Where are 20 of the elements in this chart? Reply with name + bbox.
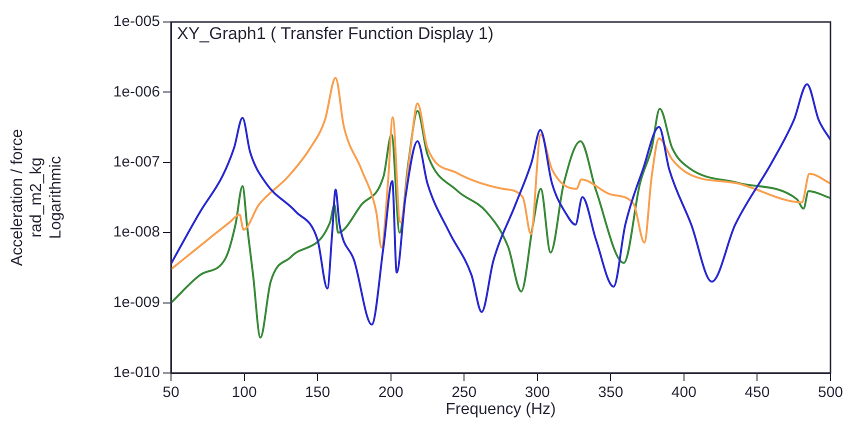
x-tick-label: 500 bbox=[818, 384, 843, 402]
chart-title: XY_Graph1 ( Transfer Function Display 1) bbox=[177, 24, 494, 44]
x-tick-label: 150 bbox=[305, 384, 330, 402]
line-series bbox=[171, 76, 830, 270]
y-tick-label: 1e-007 bbox=[113, 154, 160, 171]
y-tick-label: 1e-010 bbox=[113, 364, 160, 382]
x-tick-label: 250 bbox=[452, 384, 477, 402]
x-tick-label: 450 bbox=[744, 384, 770, 402]
y-axis-title: Acceleration / force rad_m2_kg Logarithmic bbox=[9, 128, 64, 266]
y-tick-label: 1e-006 bbox=[113, 83, 160, 100]
x-tick-label: 350 bbox=[598, 384, 624, 402]
x-tick-label: 300 bbox=[524, 384, 550, 402]
x-tick-label: 100 bbox=[232, 384, 257, 402]
y-tick-label: 1e-009 bbox=[113, 294, 160, 311]
y-tick-label: 1e-005 bbox=[113, 13, 160, 30]
y-tick-label: 1e-008 bbox=[113, 224, 160, 241]
x-tick-label: 50 bbox=[162, 384, 180, 402]
x-tick-label: 200 bbox=[378, 384, 404, 402]
x-tick-label: 400 bbox=[671, 384, 696, 402]
x-axis-title: Frequency (Hz) bbox=[446, 400, 556, 418]
